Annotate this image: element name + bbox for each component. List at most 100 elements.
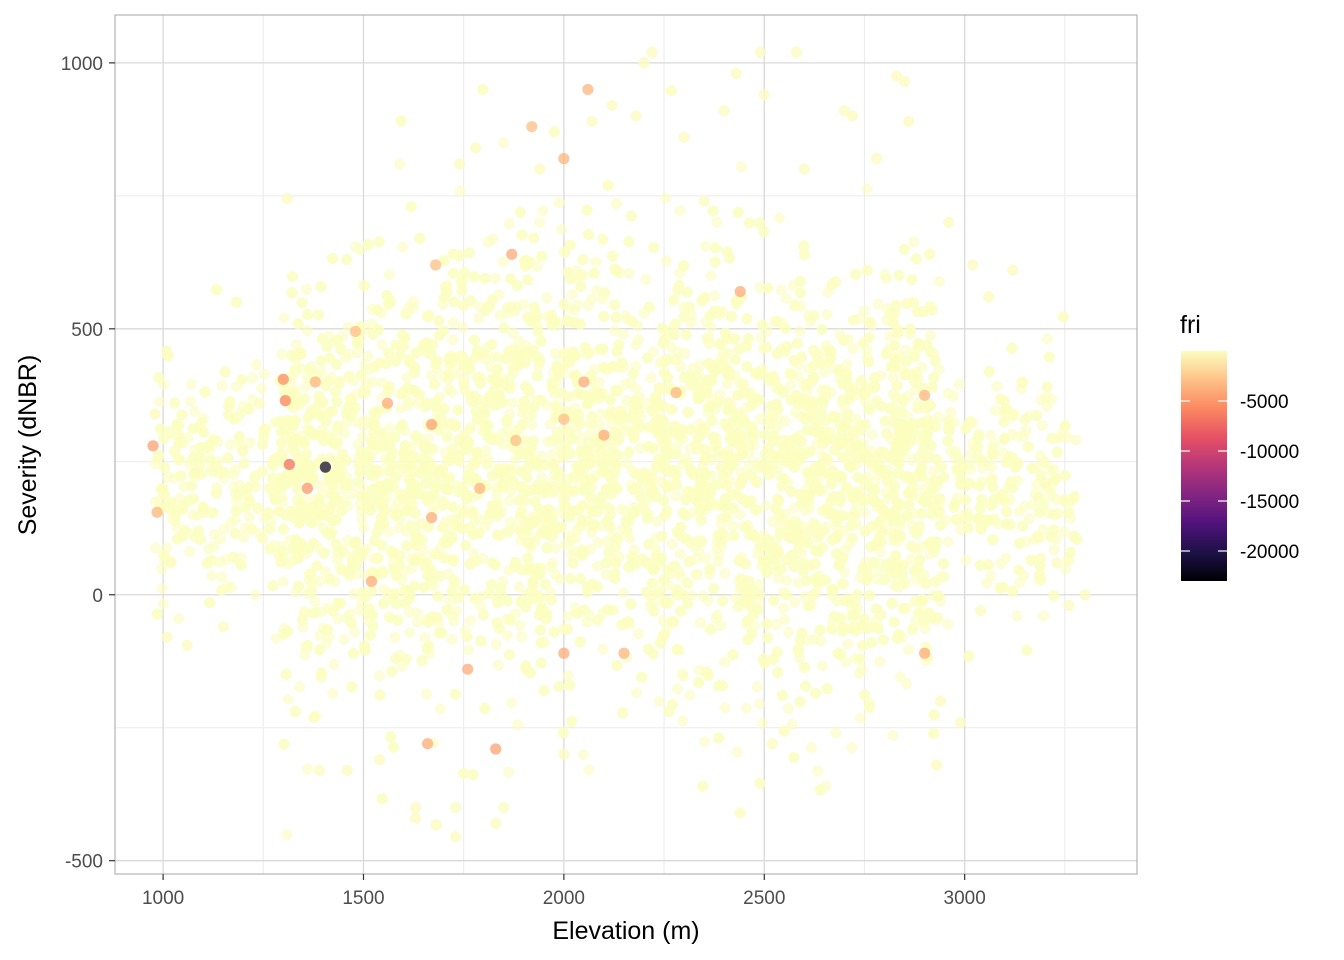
scatter-point xyxy=(527,578,539,590)
scatter-point xyxy=(1036,419,1048,432)
scatter-point xyxy=(675,605,687,617)
scatter-point xyxy=(863,701,875,713)
scatter-point xyxy=(553,197,565,209)
scatter-point xyxy=(590,256,602,268)
scatter-point xyxy=(384,465,396,478)
scatter-point xyxy=(504,516,516,528)
scatter-point xyxy=(726,310,738,322)
scatter-point xyxy=(529,484,542,496)
scatter-point xyxy=(705,321,717,333)
scatter-point xyxy=(643,538,655,550)
scatter-point xyxy=(206,570,218,582)
scatter-point xyxy=(799,680,812,692)
scatter-point xyxy=(460,539,472,552)
scatter-point xyxy=(609,325,621,337)
scatter-point xyxy=(243,403,255,415)
scatter-point xyxy=(616,357,628,369)
scatter-point xyxy=(486,373,498,385)
scatter-point xyxy=(857,562,869,575)
scatter-point xyxy=(185,395,197,408)
scatter-point xyxy=(870,573,882,585)
scatter-point xyxy=(376,793,388,805)
scatter-point xyxy=(405,520,417,532)
scatter-point xyxy=(669,468,681,480)
scatter-point xyxy=(367,328,379,340)
scatter-point xyxy=(538,684,550,697)
scatter-point xyxy=(913,607,925,619)
scatter-point xyxy=(471,345,483,357)
scatter-point xyxy=(814,624,826,636)
scatter-point xyxy=(421,688,433,700)
scatter-point xyxy=(338,633,350,646)
scatter-point xyxy=(574,636,586,648)
scatter-point xyxy=(535,657,547,669)
scatter-point xyxy=(998,433,1011,445)
scatter-point xyxy=(395,115,407,127)
scatter-point xyxy=(275,437,287,449)
scatter-point xyxy=(347,647,360,659)
scatter-point xyxy=(526,419,538,431)
scatter-point xyxy=(821,308,833,321)
scatter-point xyxy=(328,658,340,670)
scatter-point xyxy=(785,379,797,391)
scatter-point xyxy=(794,488,807,500)
scatter-point xyxy=(427,443,439,455)
scatter-point xyxy=(753,541,766,553)
scatter-point xyxy=(356,587,369,599)
scatter-point xyxy=(365,504,377,516)
scatter-point xyxy=(630,339,642,351)
scatter-point xyxy=(207,434,220,446)
scatter-point xyxy=(904,323,916,335)
scatter-point xyxy=(566,288,579,300)
scatter-point xyxy=(636,473,648,485)
scatter-point xyxy=(754,777,766,789)
scatter-point xyxy=(426,339,439,351)
scatter-point xyxy=(489,272,502,284)
scatter-point xyxy=(243,495,255,507)
scatter-point xyxy=(798,661,811,674)
scatter-point xyxy=(722,422,735,434)
scatter-point xyxy=(671,589,683,601)
scatter-point xyxy=(493,622,506,635)
scatter-point xyxy=(816,323,828,336)
scatter-point xyxy=(768,594,780,607)
scatter-point xyxy=(498,322,510,334)
scatter-point xyxy=(814,784,826,796)
scatter-point xyxy=(678,371,691,383)
scatter-point xyxy=(216,380,228,392)
scatter-point xyxy=(157,598,170,610)
scatter-point xyxy=(334,597,347,610)
scatter-point xyxy=(736,474,748,487)
scatter-point xyxy=(981,514,993,526)
scatter-point xyxy=(616,503,628,515)
scatter-point xyxy=(924,346,936,358)
scatter-point xyxy=(827,507,839,520)
scatter-point xyxy=(1026,462,1038,474)
scatter-point xyxy=(776,689,789,702)
scatter-point xyxy=(450,605,462,617)
scatter-point xyxy=(250,359,262,371)
scatter-point xyxy=(706,414,718,426)
scatter-point xyxy=(429,378,441,390)
scatter-point xyxy=(997,488,1009,500)
scatter-point xyxy=(859,525,871,537)
scatter-point xyxy=(385,451,397,464)
scatter-point xyxy=(448,615,460,627)
scatter-point xyxy=(520,663,532,675)
scatter-point xyxy=(503,649,516,661)
scatter-point xyxy=(519,434,531,447)
scatter-point xyxy=(1051,446,1063,459)
scatter-point xyxy=(912,562,924,574)
scatter-point xyxy=(353,476,365,488)
scatter-point xyxy=(551,401,563,414)
scatter-point xyxy=(367,414,379,427)
scatter-point xyxy=(534,355,546,367)
scatter-point xyxy=(847,314,860,326)
scatter-point xyxy=(390,509,402,521)
scatter-point xyxy=(738,595,750,607)
scatter-point xyxy=(679,452,691,464)
scatter-point xyxy=(785,486,797,498)
scatter-point xyxy=(727,502,740,515)
scatter-point xyxy=(149,542,162,554)
scatter-point xyxy=(549,542,561,554)
